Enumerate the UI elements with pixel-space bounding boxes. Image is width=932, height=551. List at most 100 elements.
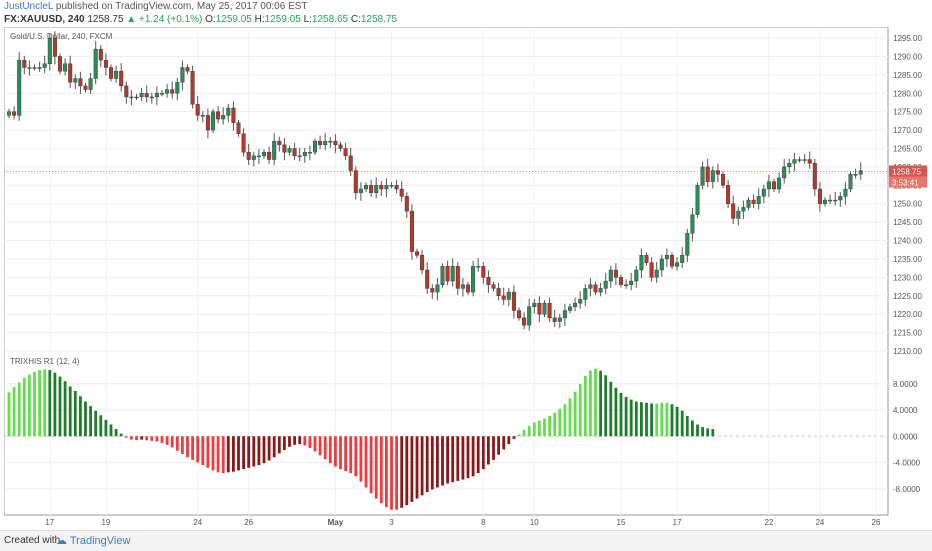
histogram-bar — [492, 436, 495, 460]
candle-body — [654, 269, 659, 278]
histogram-bar — [53, 372, 57, 437]
histogram-bar — [165, 436, 169, 445]
candle-body — [766, 181, 771, 190]
histogram-bar — [461, 436, 465, 480]
histogram-bar — [522, 429, 526, 437]
histogram-bar — [262, 436, 266, 464]
histogram-bar — [425, 436, 429, 493]
candle-body — [710, 170, 715, 182]
histogram-bar — [614, 387, 618, 437]
histogram-bar — [512, 436, 516, 439]
histogram-bar — [619, 392, 623, 437]
candle-body — [828, 199, 833, 202]
candle-body — [282, 144, 287, 153]
histogram-bar — [374, 436, 378, 499]
chart-area[interactable]: 1295.00 1290.00 1285.00 1280.00 1275.00 1270.… — [4, 27, 928, 527]
candle-body — [476, 266, 481, 268]
histogram-bar — [58, 376, 62, 437]
histogram-bar — [160, 436, 164, 443]
histogram-bar — [272, 436, 276, 458]
time-tick-label: 17 — [45, 518, 54, 527]
histogram-bar — [232, 436, 235, 472]
candle-body — [496, 288, 501, 296]
candle-body — [695, 185, 700, 215]
tradingview-logo[interactable]: ☁ TradingView — [56, 534, 130, 547]
candle-body — [425, 269, 430, 289]
candle-body — [506, 291, 511, 300]
time-tick-label: 24 — [815, 518, 824, 527]
candle-body — [302, 151, 307, 157]
indicator-tick-label: -4.0000 — [893, 459, 921, 468]
candle-body — [511, 291, 516, 311]
histogram-bar — [237, 436, 240, 471]
candle-body — [680, 255, 685, 263]
candle-body — [216, 111, 221, 120]
histogram-bar — [293, 436, 296, 445]
candle-body — [175, 82, 180, 94]
candle-body — [430, 288, 435, 293]
candle-body — [241, 133, 246, 153]
histogram-bar — [604, 375, 608, 437]
histogram-bar — [701, 427, 704, 437]
candle-body — [22, 59, 27, 68]
histogram-bar — [68, 386, 72, 437]
price-tick-label: 1295.00 — [893, 34, 922, 43]
histogram-bar — [589, 370, 592, 437]
candle-body — [165, 89, 170, 94]
candle-body — [58, 56, 63, 72]
histogram-bar — [456, 436, 460, 481]
histogram-bar — [124, 436, 128, 438]
candle-body — [73, 78, 78, 83]
histogram-bar — [135, 436, 138, 441]
high-label: H: — [254, 14, 265, 25]
candle-body — [292, 148, 297, 157]
histogram-bar — [691, 420, 694, 437]
histogram-bar — [573, 391, 577, 437]
candle-body — [399, 188, 404, 197]
histogram-bar — [33, 371, 36, 437]
time-tick-label: 15 — [617, 518, 626, 527]
candle-body — [787, 163, 792, 168]
histogram-bar — [109, 424, 113, 437]
candle-body — [323, 140, 328, 146]
candle-body — [7, 111, 11, 116]
author-link[interactable]: JustUncleL — [4, 1, 54, 12]
histogram-bar — [344, 436, 347, 472]
histogram-bar — [629, 399, 633, 437]
histogram-bar — [211, 436, 215, 471]
candle-body — [52, 37, 57, 57]
candle-body — [603, 280, 608, 289]
candle-body — [236, 122, 241, 134]
histogram-bar — [395, 436, 398, 510]
candle-body — [664, 255, 669, 260]
histogram-bar — [298, 436, 302, 445]
candle-body — [481, 266, 486, 278]
indicator-pane-title: TRIXHIS R1 (12, 4) — [10, 357, 80, 366]
histogram-bar — [99, 415, 103, 437]
histogram-bar — [481, 436, 485, 470]
histogram-bar — [38, 370, 41, 437]
candle-body — [369, 185, 374, 193]
indicator-pane[interactable] — [4, 350, 889, 516]
histogram-bar — [634, 401, 638, 437]
histogram-bar — [186, 436, 189, 458]
histogram-bar — [364, 436, 368, 488]
histogram-bar — [502, 436, 506, 450]
histogram-bar — [323, 436, 327, 460]
histogram-bar — [73, 391, 77, 437]
candle-body — [833, 199, 838, 202]
candle-body — [644, 255, 649, 263]
indicator-tick-label: -8.0000 — [893, 485, 921, 494]
candle-body — [287, 148, 292, 153]
candle-body — [435, 284, 440, 293]
candle-body — [613, 269, 618, 278]
candle-body — [700, 166, 705, 186]
histogram-bar — [594, 368, 597, 437]
countdown-badge — [889, 176, 927, 188]
price-tick-label: 1215.00 — [893, 329, 922, 338]
price-pane[interactable] — [4, 27, 889, 352]
candle-body — [63, 63, 68, 72]
candle-body — [226, 107, 231, 116]
candle-body — [817, 188, 822, 204]
candle-body — [149, 96, 154, 99]
